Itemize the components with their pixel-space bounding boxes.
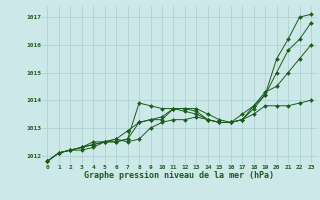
X-axis label: Graphe pression niveau de la mer (hPa): Graphe pression niveau de la mer (hPa) [84, 171, 274, 180]
